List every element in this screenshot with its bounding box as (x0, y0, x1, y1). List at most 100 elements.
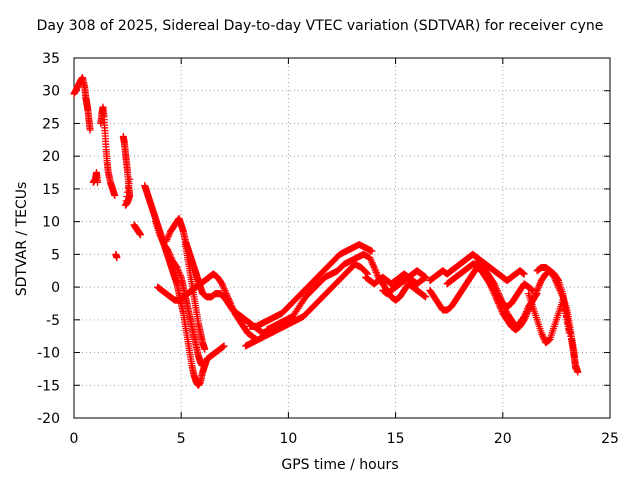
data-point (557, 290, 565, 298)
grid-layer (74, 58, 610, 418)
x-tick-label: 15 (387, 431, 405, 447)
series-track-18 (426, 250, 528, 285)
data-point (218, 280, 226, 288)
chart-title: Day 308 of 2025, Sidereal Day-to-day VTE… (36, 18, 604, 34)
data-point (176, 270, 184, 278)
data-point (490, 290, 498, 298)
series-track-5 (119, 133, 134, 209)
data-point (533, 286, 541, 294)
data-point (222, 290, 230, 298)
y-tick-label: -10 (37, 346, 60, 362)
data-point (164, 247, 172, 255)
data-point (495, 299, 503, 307)
data-point (532, 290, 540, 298)
data-point (488, 285, 496, 293)
data-point (369, 260, 377, 268)
data-point (176, 272, 184, 280)
data-point (366, 254, 374, 262)
data-point (224, 295, 232, 303)
y-tick-label: -20 (37, 411, 60, 427)
data-point (489, 286, 497, 294)
data-point (126, 175, 134, 183)
data-point (422, 293, 430, 301)
data-point (222, 288, 230, 296)
series-track-2 (89, 169, 102, 186)
x-tick-label: 25 (601, 431, 619, 447)
data-point (164, 232, 172, 240)
data-point (368, 259, 376, 267)
data-point (367, 255, 375, 263)
data-point (111, 191, 119, 199)
data-point (540, 334, 548, 342)
data-point (492, 293, 500, 301)
data-point (173, 263, 181, 271)
data-point (520, 316, 528, 324)
data-point (537, 329, 545, 337)
y-axis-label: SDTVAR / TECUs (14, 181, 30, 297)
data-point (163, 236, 171, 244)
data-point (125, 179, 133, 187)
series-track-3 (97, 103, 119, 199)
data-point (372, 268, 380, 276)
data-point (497, 306, 505, 314)
data-point (492, 295, 500, 303)
x-tick-label: 0 (70, 431, 79, 447)
data-point (535, 281, 543, 289)
y-tick-label: 15 (42, 182, 60, 198)
y-tick-label: -15 (37, 378, 60, 394)
x-tick-label: 5 (177, 431, 186, 447)
data-point (229, 306, 237, 314)
data-point (552, 277, 560, 285)
data-point (221, 286, 229, 294)
data-point (227, 299, 235, 307)
x-axis-label: GPS time / hours (281, 457, 399, 473)
data-point (367, 257, 375, 265)
data-point (538, 331, 546, 339)
plot-frame (73, 57, 611, 419)
data-point (557, 288, 565, 296)
data-point (175, 268, 183, 276)
data-point (368, 247, 376, 255)
y-tick-label: 35 (42, 51, 60, 67)
y-tick-label: 30 (42, 84, 60, 100)
data-point (535, 283, 543, 291)
data-point (558, 291, 566, 299)
data-point (167, 254, 175, 262)
data-point (555, 283, 563, 291)
data-point (369, 262, 377, 270)
data-point (227, 301, 235, 309)
data-point (224, 293, 232, 301)
data-point (371, 265, 379, 273)
y-tick-label: 25 (42, 116, 60, 132)
data-point (521, 314, 529, 322)
series-track-16 (379, 267, 430, 298)
data-point (199, 362, 207, 370)
data-point (522, 311, 530, 319)
data-point (162, 237, 170, 245)
data-point (523, 309, 531, 317)
series-track-7 (141, 182, 228, 389)
series-track-13 (246, 241, 376, 330)
data-layer (70, 74, 582, 389)
data-point (539, 332, 547, 340)
series-track-22 (533, 263, 580, 373)
data-point (373, 270, 381, 278)
data-point (165, 231, 173, 239)
data-point (572, 365, 580, 373)
data-point (487, 281, 495, 289)
data-point (228, 303, 236, 311)
data-point (487, 283, 495, 291)
series-track-14 (263, 250, 430, 334)
data-point (164, 234, 172, 242)
data-point (174, 265, 182, 273)
data-point (555, 285, 563, 293)
series-track-4 (112, 250, 121, 262)
data-point (494, 298, 502, 306)
data-point (219, 283, 227, 291)
data-point (156, 232, 164, 240)
data-point (532, 288, 540, 296)
data-point (94, 178, 102, 186)
y-tick-label: 20 (42, 149, 60, 165)
data-point (122, 197, 130, 205)
